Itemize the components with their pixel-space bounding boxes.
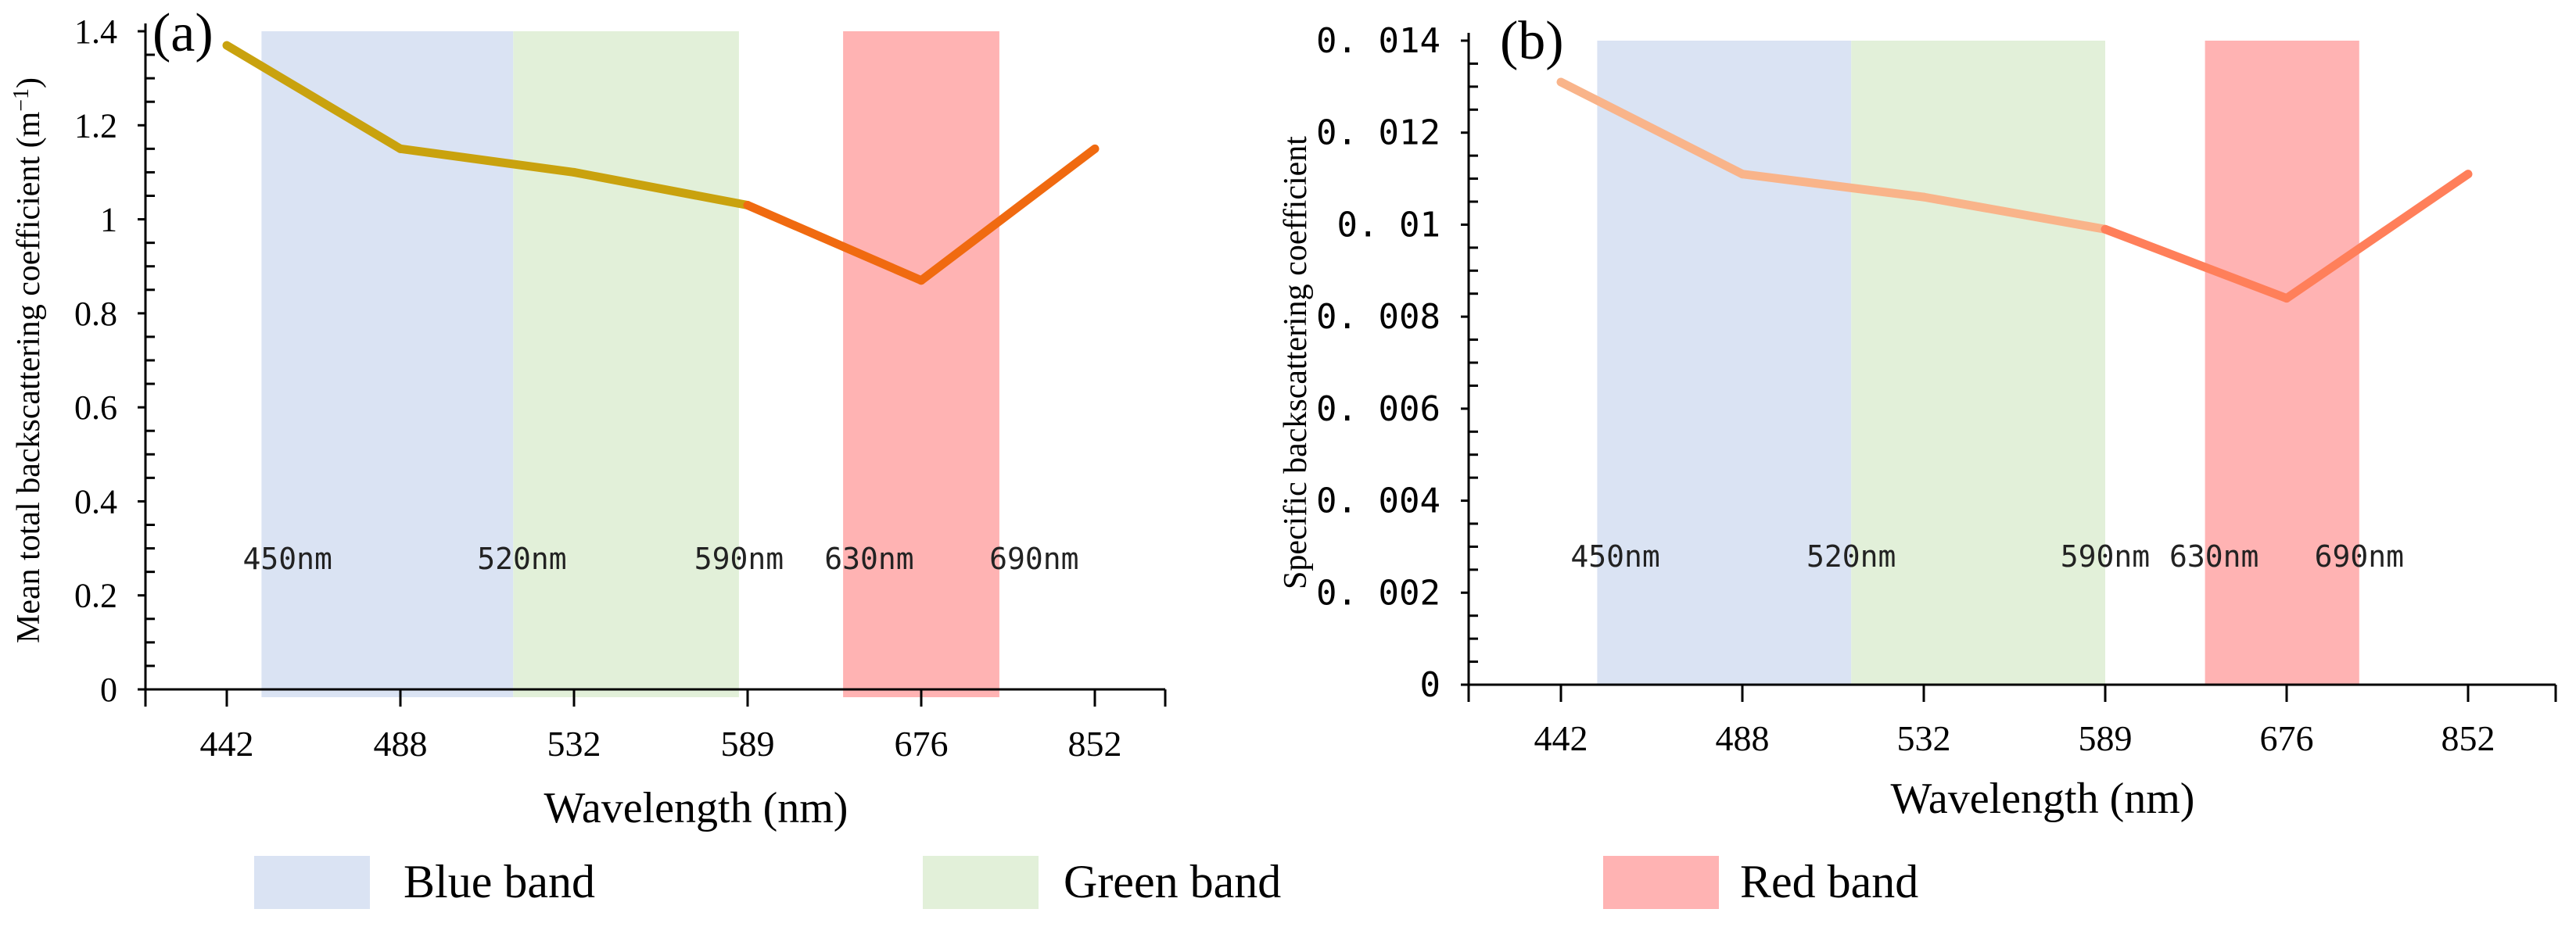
green-band-rect: [1851, 41, 2105, 685]
band-edge-label: 690nm: [989, 542, 1078, 576]
x-tick-label: 589: [2079, 718, 2133, 758]
x-tick-label: 532: [547, 724, 601, 764]
y-tick-label: 1: [100, 201, 117, 239]
panel-label: (b): [1500, 11, 1564, 71]
y-tick-label: 0. 004: [1316, 481, 1440, 521]
y-tick-label: 0. 01: [1337, 205, 1440, 245]
series-line-segment: [2101, 224, 2291, 303]
x-tick-label: 676: [2260, 718, 2314, 758]
series-line-segment: [2282, 170, 2473, 303]
series-line-segment: [222, 41, 405, 153]
legend: Blue band Green band Red band: [254, 856, 1918, 909]
x-tick-label: 488: [374, 724, 428, 764]
x-tick-label: 589: [721, 724, 775, 764]
band-edge-label: 450nm: [243, 542, 332, 576]
x-tick-label: 442: [200, 724, 254, 764]
x-tick-label: 442: [1534, 718, 1588, 758]
series-line-segment: [917, 144, 1100, 285]
band-edge-label: 690nm: [2315, 539, 2404, 574]
y-axis-label: Mean total backscattering coefficient (m…: [9, 77, 47, 643]
x-axis-label: Wavelength (nm): [1891, 775, 2195, 823]
series-line-segment: [1738, 170, 1928, 202]
y-tick-label: 0: [100, 671, 117, 709]
panel-label: (a): [152, 3, 213, 63]
y-tick-label: 0. 002: [1316, 573, 1440, 613]
y-tick-label: 0. 006: [1316, 389, 1440, 429]
panel-b: 0 0. 002 0. 004 0. 006 0. 008 0. 01 0. 012 0. 0…: [1278, 11, 2557, 823]
y-tick-label: 1.4: [74, 13, 117, 51]
series-line-segment: [1919, 192, 2110, 234]
x-axis-label: Wavelength (nm): [544, 784, 849, 832]
y-tick-label: 0.2: [74, 577, 117, 615]
band-edge-label: 590nm: [2061, 539, 2150, 574]
red-band-rect: [2205, 41, 2359, 685]
band-edge-label: 590nm: [694, 542, 784, 576]
y-tick-label: 1.2: [74, 106, 117, 145]
band-edge-label: 630nm: [2169, 539, 2258, 574]
blue-band-rect: [1597, 41, 1852, 685]
x-tick-label: 532: [1897, 718, 1951, 758]
blue-band-rect: [261, 31, 514, 697]
band-edge-label: 520nm: [477, 542, 566, 576]
y-axis-label: Specific backscattering coefficient: [1278, 136, 1314, 589]
band-edge-label: 520nm: [1806, 539, 1896, 574]
y-tick-label: 0.4: [74, 482, 117, 521]
red-band-rect: [843, 31, 999, 697]
x-tick-label: 676: [895, 724, 949, 764]
legend-label: Green band: [1064, 856, 1281, 907]
legend-label: Blue band: [404, 856, 595, 907]
series-line-segment: [569, 167, 752, 210]
legend-swatch: [923, 856, 1039, 909]
band-edge-label: 630nm: [824, 542, 913, 576]
y-tick-label: 0: [1420, 665, 1441, 705]
x-tick-label: 852: [1068, 724, 1122, 764]
legend-swatch: [254, 856, 370, 909]
series-line-segment: [1556, 77, 1747, 179]
series-line-segment: [743, 201, 926, 285]
series-line-segment: [396, 144, 579, 177]
x-tick-label: 852: [2441, 718, 2495, 758]
legend-label: Red band: [1740, 856, 1918, 907]
green-band-rect: [513, 31, 739, 697]
band-edge-label: 450nm: [1570, 539, 1659, 574]
y-tick-label: 0. 012: [1316, 113, 1440, 153]
y-tick-label: 0. 008: [1316, 297, 1440, 337]
y-tick-label: 0.8: [74, 295, 117, 333]
legend-swatch: [1603, 856, 1719, 909]
y-tick-label: 0. 014: [1316, 21, 1440, 61]
panel-a: 0 0.2 0.4 0.6 0.8 1 1.2 1.4 442 488 532 589 676 852 45…: [9, 3, 1167, 832]
x-tick-label: 488: [1716, 718, 1770, 758]
y-tick-label: 0.6: [74, 388, 117, 427]
